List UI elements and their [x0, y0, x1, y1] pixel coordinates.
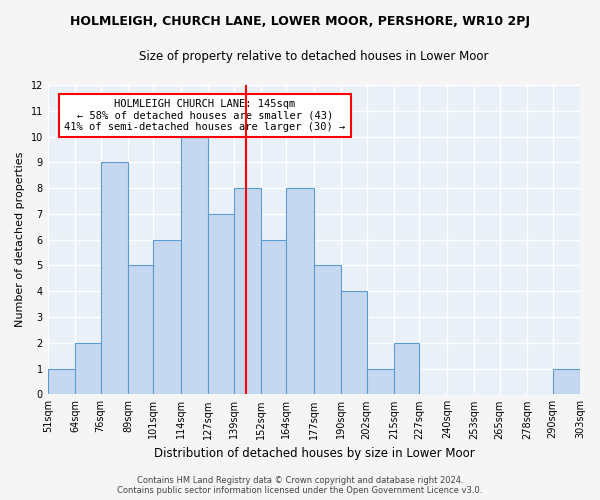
Y-axis label: Number of detached properties: Number of detached properties [15, 152, 25, 328]
Bar [286, 188, 314, 394]
Bar [154, 240, 181, 394]
Bar [261, 240, 286, 394]
Bar [181, 136, 208, 394]
Text: HOLMLEIGH, CHURCH LANE, LOWER MOOR, PERSHORE, WR10 2PJ: HOLMLEIGH, CHURCH LANE, LOWER MOOR, PERS… [70, 15, 530, 28]
Bar [233, 188, 261, 394]
Bar [553, 368, 580, 394]
Bar [341, 291, 367, 395]
Bar [314, 266, 341, 394]
Bar [394, 343, 419, 394]
Bar [48, 368, 75, 394]
Bar [128, 266, 154, 394]
Bar [75, 343, 101, 394]
Title: Size of property relative to detached houses in Lower Moor: Size of property relative to detached ho… [139, 50, 488, 63]
Bar [208, 214, 233, 394]
Bar [101, 162, 128, 394]
X-axis label: Distribution of detached houses by size in Lower Moor: Distribution of detached houses by size … [154, 447, 474, 460]
Text: Contains HM Land Registry data © Crown copyright and database right 2024.
Contai: Contains HM Land Registry data © Crown c… [118, 476, 482, 495]
Text: HOLMLEIGH CHURCH LANE: 145sqm
← 58% of detached houses are smaller (43)
41% of s: HOLMLEIGH CHURCH LANE: 145sqm ← 58% of d… [64, 99, 346, 132]
Bar [367, 368, 394, 394]
